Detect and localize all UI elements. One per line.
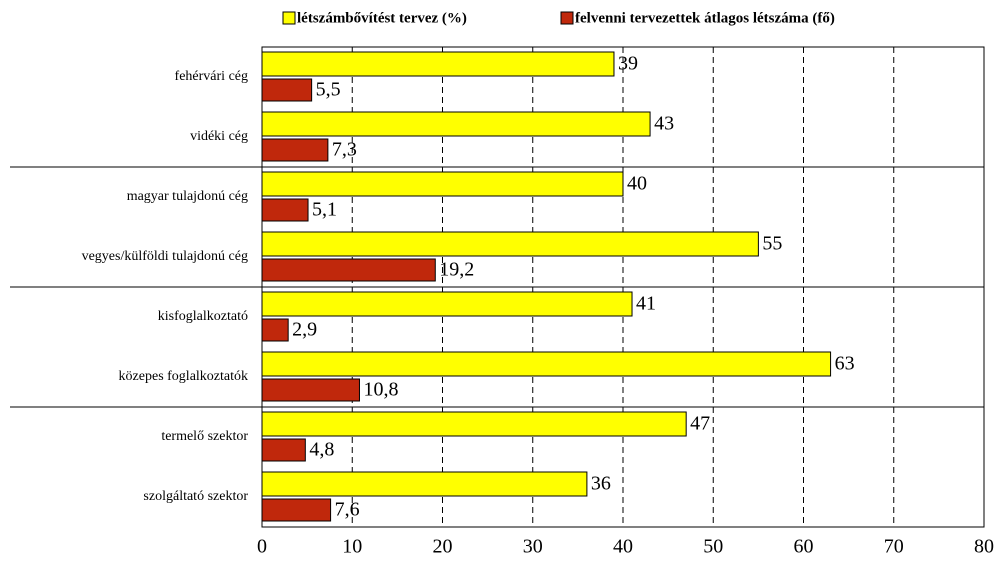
- bar: [261, 378, 360, 402]
- bar: [261, 318, 289, 342]
- y-tick-label: szolgáltató szektor: [143, 489, 248, 504]
- value-label: 2,9: [292, 319, 317, 341]
- x-tick-label: 70: [884, 536, 904, 558]
- y-tick-label: vidéki cég: [190, 129, 248, 144]
- legend-label: létszámbővítést tervez (%): [297, 10, 467, 26]
- value-label: 63: [835, 353, 855, 375]
- value-label: 7,3: [332, 139, 357, 161]
- value-label: 47: [690, 413, 710, 435]
- bar: [261, 291, 633, 317]
- y-tick-label: magyar tulajdonú cég: [127, 189, 248, 204]
- x-tick-label: 0: [257, 536, 267, 558]
- value-label: 39: [618, 53, 638, 75]
- bar: [261, 78, 313, 102]
- bar: [261, 411, 687, 437]
- bar: [261, 171, 624, 197]
- x-tick-label: 50: [703, 536, 723, 558]
- bar: [261, 258, 436, 282]
- bar: [261, 138, 329, 162]
- x-tick-label: 20: [433, 536, 453, 558]
- x-tick-label: 80: [974, 536, 994, 558]
- x-tick-label: 10: [342, 536, 362, 558]
- y-tick-label: közepes foglalkoztatók: [119, 369, 248, 384]
- x-tick-label: 60: [794, 536, 814, 558]
- bar: [261, 51, 615, 77]
- y-tick-label: termelő szektor: [161, 429, 248, 444]
- value-label: 41: [636, 293, 656, 315]
- value-label: 5,1: [312, 199, 337, 221]
- bar: [261, 498, 332, 522]
- bar: [261, 231, 759, 257]
- x-tick-label: 40: [613, 536, 633, 558]
- value-label: 55: [762, 233, 782, 255]
- value-label: 4,8: [309, 439, 334, 461]
- value-label: 7,6: [335, 499, 360, 521]
- bar: [261, 471, 588, 497]
- y-tick-label: kisfoglalkoztató: [158, 309, 248, 324]
- bar: [261, 351, 832, 377]
- value-label: 5,5: [316, 79, 341, 101]
- bar: [261, 111, 651, 137]
- y-tick-label: vegyes/külföldi tulajdonú cég: [82, 249, 248, 264]
- bar: [261, 198, 309, 222]
- legend-swatch: [560, 11, 574, 25]
- value-label: 10,8: [363, 379, 398, 401]
- y-tick-label: fehérvári cég: [175, 69, 248, 84]
- legend-label: felvenni tervezettek átlagos létszáma (f…: [575, 10, 835, 26]
- bar: [261, 438, 306, 462]
- x-tick-label: 30: [523, 536, 543, 558]
- value-label: 40: [627, 173, 647, 195]
- value-label: 19,2: [439, 259, 474, 281]
- value-label: 36: [591, 473, 611, 495]
- value-label: 43: [654, 113, 674, 135]
- legend-swatch: [282, 11, 296, 25]
